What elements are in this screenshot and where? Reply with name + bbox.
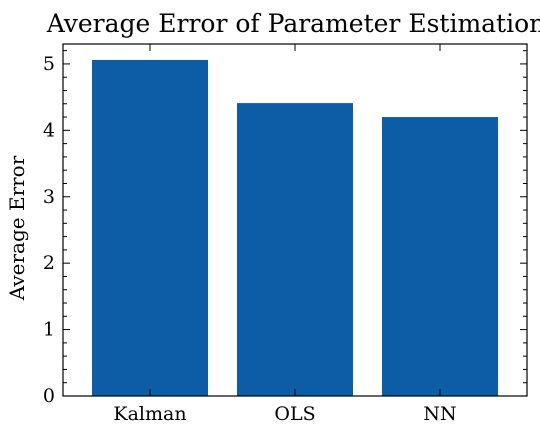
y-tick-label: 4 [43, 119, 55, 141]
y-tick-label: 1 [43, 319, 55, 341]
x-tick-label: OLS [274, 403, 315, 425]
bar-nn [382, 117, 498, 396]
y-tick-label: 5 [43, 53, 55, 75]
y-tick-label: 3 [43, 186, 55, 208]
bars-group [92, 59, 498, 396]
chart-title: Average Error of Parameter Estimation [46, 9, 540, 38]
y-tick-label: 0 [43, 385, 55, 407]
axes-group: 0 1 2 3 4 5 Kalman OLS NN [43, 43, 528, 425]
x-tick-label: Kalman [113, 403, 186, 425]
bar-ols [237, 103, 353, 396]
y-tick-label: 2 [43, 252, 55, 274]
bar-kalman [92, 59, 208, 396]
y-axis-label: Average Error [5, 155, 29, 301]
x-tick-label: NN [423, 403, 456, 425]
